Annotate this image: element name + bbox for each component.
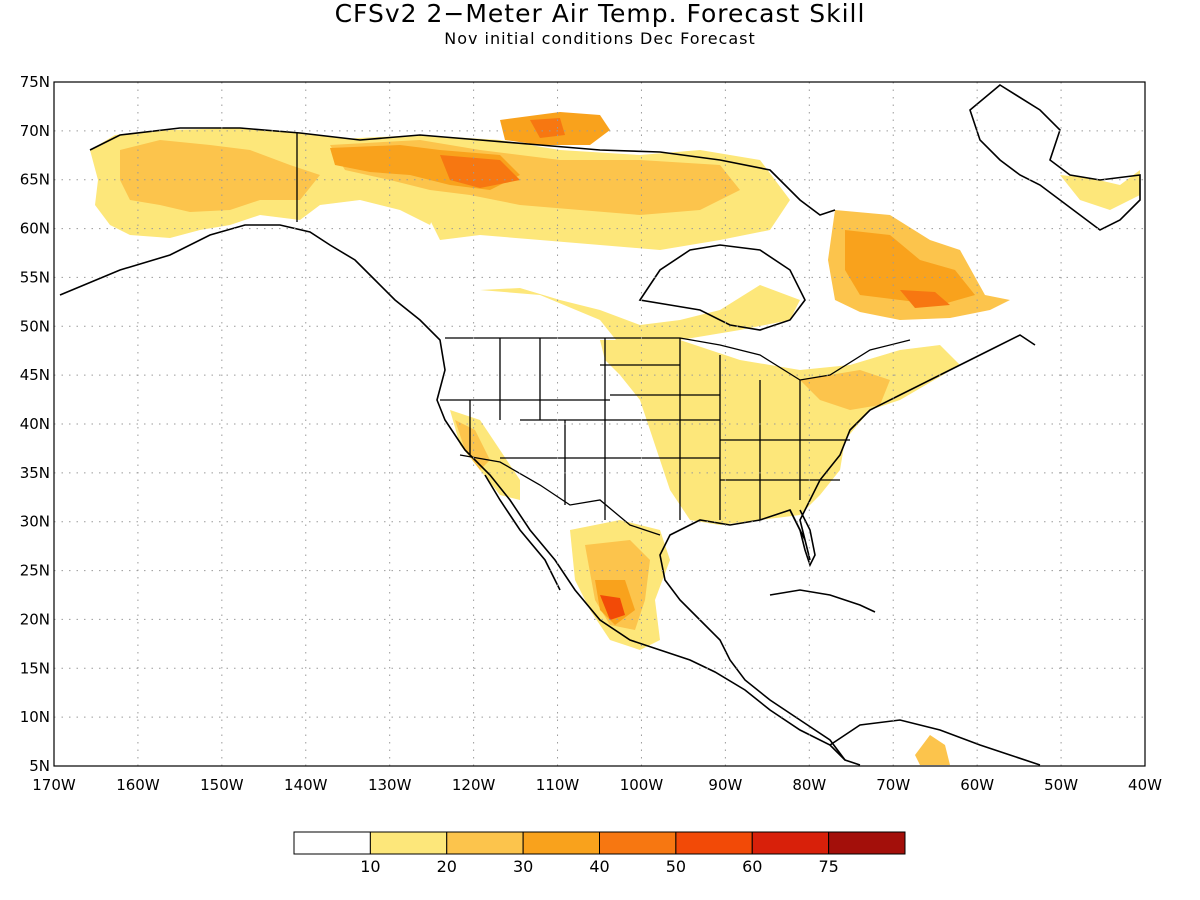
skill-region-mexico-peak [600,595,625,620]
lat-tick-label: 60N [20,220,50,238]
colorbar-swatch [446,831,524,855]
colorbar-swatch [751,831,830,855]
lon-tick-label: 150W [200,776,244,794]
us-canada-border [445,337,911,381]
skill-shading [90,112,1140,765]
lon-tick-label: 130W [368,776,412,794]
skill-region-plains [480,285,800,345]
coastline-cuba [769,589,876,613]
lat-tick-label: 45N [20,366,50,384]
map-frame [53,81,1146,767]
lat-tick-label: 20N [20,610,50,628]
lat-tick-label: 10N [20,708,50,726]
coastline-hudson [638,244,806,331]
lon-tick-label: 40W [1128,776,1162,794]
lat-tick-label: 55N [20,268,50,286]
coastline-florida [789,509,816,568]
us-mexico-border [459,454,661,536]
lat-tick-label: 25N [20,562,50,580]
colorbar-swatch [369,831,448,855]
lon-tick-label: 170W [32,776,76,794]
skill-region-greenland [1060,170,1140,210]
latitude-labels: 75N 70N 65N 60N 55N 50N 45N 40N 35N 30N 25N 20N 15N 1… [20,73,50,775]
lon-tick-label: 70W [876,776,910,794]
skill-region-east-ne [800,370,890,410]
lon-tick-label: 100W [620,776,664,794]
coastline-arctic [89,127,836,216]
colorbar-swatch [293,831,371,855]
coastline-south-america [829,719,1041,766]
colorbar-label: 60 [742,857,762,876]
coastline-baja [484,474,561,591]
skill-region-arctic-isl-peak [530,118,565,138]
coastlines [59,84,1141,766]
colorbar-swatch [599,831,677,855]
coastline-greenland [969,84,1141,231]
colorbar-label: 20 [437,857,457,876]
skill-region-labrador-peak [900,290,950,308]
skill-region-caribbean-sa [915,735,950,765]
lon-tick-label: 160W [116,776,160,794]
lat-tick-label: 15N [20,659,50,677]
lon-tick-label: 90W [708,776,742,794]
colorbar: 10 20 30 40 50 60 75 [293,831,906,876]
lat-tick-label: 50N [20,317,50,335]
colorbar-swatch [522,831,600,855]
political-boundaries [296,133,911,536]
coastline-north-america [59,224,861,766]
colorbar-label: 40 [589,857,609,876]
longitude-labels: 170W 160W 150W 140W 130W 120W 110W 100W 90W 80W 70… [32,776,1162,794]
lon-tick-label: 120W [452,776,496,794]
skill-region-labrador-high [845,230,975,305]
us-state-lines [440,338,850,520]
map-title: CFSv2 2−Meter Air Temp. Forecast Skill [334,0,866,28]
map-subtitle: Nov initial conditions Dec Forecast [444,29,756,48]
colorbar-swatch [828,831,906,855]
lat-tick-label: 75N [20,73,50,91]
colorbar-label: 50 [666,857,686,876]
lon-tick-label: 60W [960,776,994,794]
skill-region-alaska-mid [120,140,320,212]
lat-tick-label: 65N [20,171,50,189]
colorbar-swatch [675,831,753,855]
lat-tick-label: 35N [20,464,50,482]
skill-region-sw-mid [455,420,490,470]
lon-tick-label: 80W [792,776,826,794]
lat-tick-label: 40N [20,415,50,433]
lon-tick-label: 110W [536,776,580,794]
colorbar-label: 75 [818,857,838,876]
lon-tick-label: 50W [1044,776,1078,794]
colorbar-label: 30 [513,857,533,876]
lat-tick-label: 5N [29,757,50,775]
colorbar-label: 10 [360,857,380,876]
lon-tick-label: 140W [284,776,328,794]
lat-tick-label: 30N [20,513,50,531]
lat-tick-label: 70N [20,122,50,140]
